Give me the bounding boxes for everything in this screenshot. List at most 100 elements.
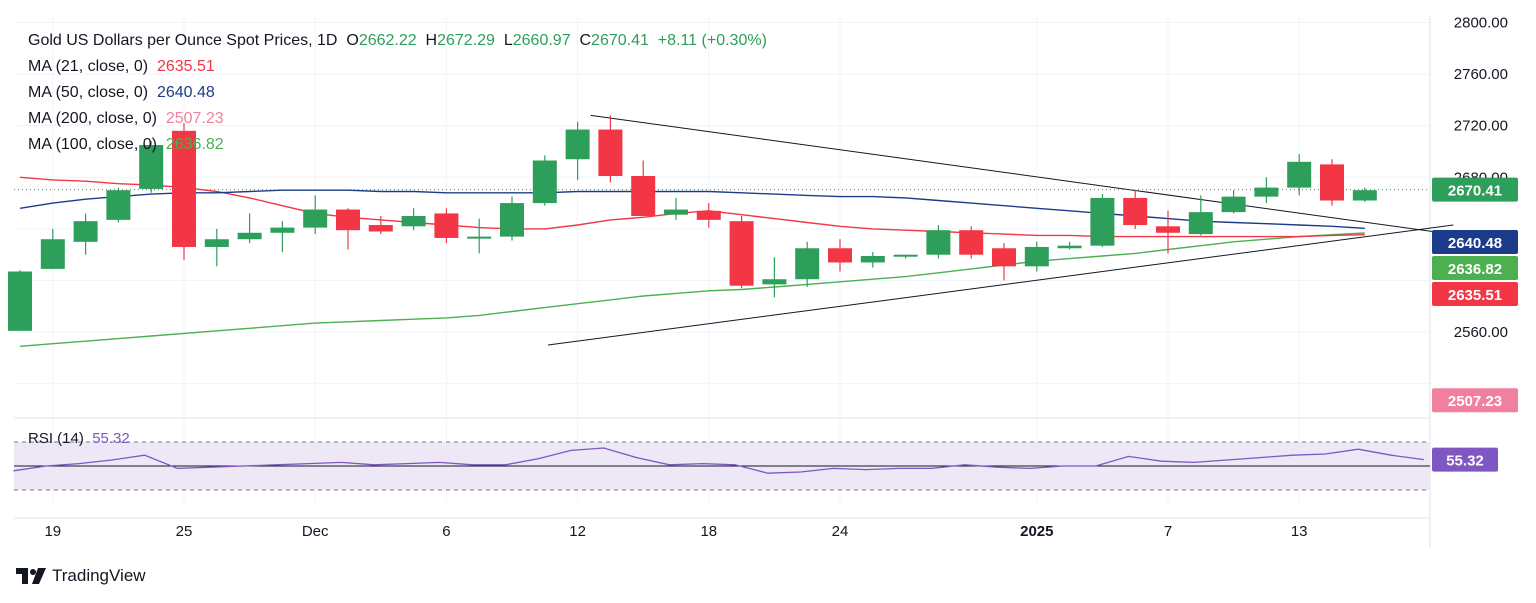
- brand-name: TradingView: [52, 566, 146, 585]
- candle: [336, 208, 360, 250]
- y-tick-label: 2560.00: [1454, 324, 1508, 341]
- candle-body: [1188, 212, 1213, 235]
- candle: [434, 208, 459, 244]
- change-value: +8.11 (+0.30%): [657, 32, 767, 49]
- candle: [139, 141, 164, 193]
- price-label-box: [1432, 388, 1518, 413]
- rsi-value-label: 55.32: [1432, 447, 1498, 472]
- x-tick-label: 24: [832, 523, 849, 540]
- candle-body: [270, 227, 295, 233]
- candle-body: [237, 232, 262, 240]
- candle-body: [893, 254, 918, 257]
- price-label: 2636.82: [1432, 256, 1518, 280]
- candle: [565, 121, 590, 180]
- candle-body: [664, 209, 688, 215]
- candle-body: [1287, 161, 1312, 188]
- candle-body: [40, 239, 65, 269]
- candle: [401, 208, 426, 231]
- candle-body: [434, 213, 459, 238]
- y-tick-label: 2720.00: [1454, 118, 1508, 135]
- candle: [8, 270, 32, 331]
- legend-ma21-value: 2635.51: [156, 58, 215, 75]
- rsi-line: [13, 447, 1424, 474]
- candle: [696, 203, 721, 228]
- price-label: 2640.48: [1432, 230, 1518, 254]
- legend-ma200[interactable]: MA (200, close, 0) 2507.23: [28, 106, 767, 132]
- legend-ma100-value: 2636.82: [165, 136, 224, 153]
- candle-body: [73, 221, 98, 242]
- x-tick-label: 2025: [1020, 523, 1053, 540]
- price-label-box: [1432, 230, 1518, 254]
- candle: [237, 213, 262, 244]
- trendline-upper: [590, 114, 1470, 238]
- candle: [500, 196, 524, 241]
- candle: [532, 155, 557, 206]
- legend-ma21[interactable]: MA (21, close, 0) 2635.51: [28, 54, 767, 80]
- low-label: L: [503, 32, 513, 49]
- tradingview-brand[interactable]: TradingView: [16, 566, 146, 586]
- candle-body: [368, 225, 393, 232]
- candle: [270, 221, 295, 253]
- candle-body: [992, 248, 1016, 267]
- candle: [1057, 241, 1082, 250]
- price-label-text: 2507.23: [1448, 393, 1502, 410]
- chart-legend: Gold US Dollars per Ounce Spot Prices, 1…: [28, 28, 767, 158]
- candle-body: [1057, 245, 1082, 249]
- x-tick-label: 7: [1164, 523, 1172, 540]
- candle: [1188, 195, 1213, 236]
- legend-ma50[interactable]: MA (50, close, 0) 2640.48: [28, 80, 767, 106]
- candle: [40, 228, 65, 269]
- candle-body: [565, 129, 590, 160]
- candle: [992, 243, 1016, 281]
- tradingview-logo-icon: [16, 568, 46, 584]
- candle: [1123, 190, 1148, 229]
- symbol-header: Gold US Dollars per Ounce Spot Prices, 1…: [28, 28, 767, 54]
- price-label-box: [1432, 282, 1518, 306]
- candle: [1352, 187, 1377, 202]
- candle-body: [8, 271, 32, 331]
- price-label-text: 2670.41: [1448, 183, 1502, 200]
- candle-body: [1221, 196, 1246, 213]
- price-label-box: [1432, 177, 1518, 202]
- candle-body: [401, 216, 426, 227]
- open-label: O: [346, 32, 359, 49]
- candle: [467, 218, 492, 254]
- candle-body: [959, 230, 984, 255]
- candle-body: [1320, 164, 1344, 201]
- legend-ma100-label: MA (100, close, 0): [28, 136, 157, 153]
- high-value: 2672.29: [437, 32, 495, 49]
- candle-body: [1352, 190, 1377, 201]
- rsi-legend[interactable]: RSI (14) 55.32: [28, 430, 130, 447]
- ma100-line: [19, 232, 1365, 347]
- price-label: 2670.41: [1432, 177, 1518, 202]
- price-label-box: [1432, 256, 1518, 280]
- candle: [828, 239, 852, 272]
- symbol-title[interactable]: Gold US Dollars per Ounce Spot Prices, 1…: [28, 32, 338, 49]
- candle-body: [598, 129, 623, 176]
- price-label-text: 2635.51: [1448, 287, 1502, 304]
- candle-body: [336, 209, 360, 231]
- x-tick-label: 6: [442, 523, 450, 540]
- candle-body: [303, 209, 328, 228]
- legend-ma200-value: 2507.23: [165, 110, 224, 127]
- open-value: 2662.22: [358, 32, 417, 49]
- candle-body: [532, 160, 557, 204]
- candle-body: [204, 239, 229, 247]
- candle: [795, 241, 820, 287]
- candle: [73, 213, 98, 255]
- x-tick-label: 18: [700, 523, 717, 540]
- candle-body: [696, 210, 721, 220]
- low-value: 2660.97: [512, 32, 571, 49]
- candle-body: [631, 176, 656, 216]
- rsi-label: RSI (14): [28, 430, 84, 447]
- candle: [303, 195, 328, 235]
- candle: [172, 123, 196, 260]
- candle: [1024, 241, 1049, 272]
- candle-body: [860, 256, 885, 263]
- x-tick-label: 13: [1291, 523, 1308, 540]
- rsi-value: 55.32: [92, 430, 130, 447]
- legend-ma21-label: MA (21, close, 0): [28, 58, 149, 75]
- candle-body: [1090, 197, 1115, 246]
- legend-ma100[interactable]: MA (100, close, 0) 2636.82: [28, 132, 767, 158]
